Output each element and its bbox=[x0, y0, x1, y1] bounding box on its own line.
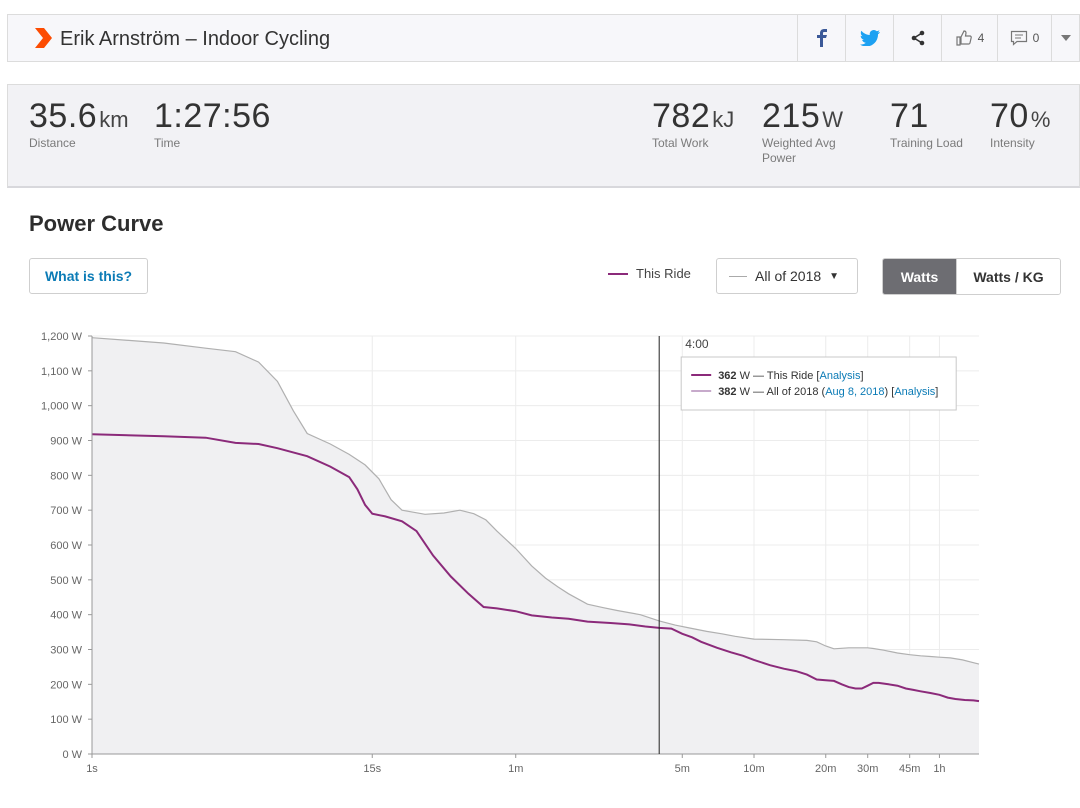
tooltip-bracket: ] bbox=[860, 370, 863, 382]
legend-swatch bbox=[608, 272, 628, 275]
caret-down-icon: ▼ bbox=[829, 270, 840, 282]
tooltip-box bbox=[680, 356, 957, 411]
stat-value: 71 bbox=[890, 97, 929, 135]
y-axis: 0 W 100 W 200 W 300 W 400 W 500 W 600 W 700 W 80… bbox=[41, 331, 93, 761]
comments-button[interactable]: 0 bbox=[997, 15, 1051, 61]
x-tick-label: 1s bbox=[86, 763, 98, 775]
y-tick-label: 800 W bbox=[50, 470, 82, 482]
stat-training-load: 71 Training Load bbox=[890, 97, 963, 151]
activity-stats: 35.6km Distance 1:27:56 Time 782kJ Total… bbox=[7, 84, 1080, 188]
compare-period-value: All of 2018 bbox=[755, 268, 822, 284]
comment-count: 0 bbox=[1032, 31, 1040, 45]
chevron-down-icon bbox=[1060, 35, 1071, 41]
tooltip-row-this-ride: 362 W — This Ride [Analysis] bbox=[718, 370, 863, 382]
x-tick-label: 45m bbox=[899, 763, 920, 775]
legend-this-ride-label: This Ride bbox=[636, 266, 691, 281]
activity-title: Erik Arnström – Indoor Cycling bbox=[60, 28, 331, 50]
x-tick-label: 1m bbox=[508, 763, 523, 775]
stat-total-work: 782kJ Total Work bbox=[652, 97, 734, 151]
tooltip-year-analysis-link[interactable]: Analysis bbox=[894, 386, 935, 398]
stat-unit: W bbox=[822, 107, 843, 132]
stat-weighted-avg-power: 215W Weighted Avg Power bbox=[762, 97, 862, 166]
tooltip-bracket: ] bbox=[935, 386, 938, 398]
stat-value: 35.6 bbox=[29, 97, 98, 135]
stat-value: 215 bbox=[762, 97, 821, 135]
all-of-year-area bbox=[92, 337, 979, 754]
stat-value: 70 bbox=[990, 97, 1029, 135]
stat-label: Training Load bbox=[890, 136, 963, 150]
stat-label: Time bbox=[154, 136, 181, 150]
kudos-count: 4 bbox=[977, 31, 985, 45]
tooltip-year-value: 382 bbox=[718, 386, 736, 398]
power-curve-chart[interactable]: 0 W 100 W 200 W 300 W 400 W 500 W 600 W 700 W 80… bbox=[0, 320, 1000, 780]
y-tick-label: 1,100 W bbox=[41, 366, 83, 378]
comment-icon bbox=[1010, 30, 1027, 46]
stat-unit: % bbox=[1030, 107, 1051, 132]
y-tick-label: 500 W bbox=[50, 575, 82, 587]
legend-swatch bbox=[729, 275, 747, 277]
all-of-year-line bbox=[91, 337, 980, 665]
tooltip-year-text: W — All of 2018 ( bbox=[737, 386, 826, 398]
x-axis: 1s 15s 1m 5m 10m 20m 30m 45m 1h bbox=[86, 753, 979, 775]
units-toggle: Watts Watts / KG bbox=[882, 258, 1061, 295]
tooltip-row-all-year: 382 W — All of 2018 (Aug 8, 2018) [Analy… bbox=[718, 386, 938, 398]
y-tick-label: 200 W bbox=[50, 679, 82, 691]
stat-unit: km bbox=[99, 107, 129, 132]
hover-tooltip: 362 W — This Ride [Analysis] 382 W — All… bbox=[680, 356, 957, 411]
stat-label: Weighted Avg Power bbox=[762, 136, 836, 165]
twitter-icon bbox=[859, 30, 880, 46]
y-tick-label: 0 W bbox=[62, 749, 82, 761]
strava-logo-icon bbox=[35, 28, 52, 48]
share-icon bbox=[911, 30, 924, 46]
tooltip-this-ride-text: W — This Ride [ bbox=[737, 370, 820, 382]
y-tick-label: 400 W bbox=[50, 610, 82, 622]
facebook-share-button[interactable] bbox=[797, 15, 845, 61]
activity-header: Erik Arnström – Indoor Cycling bbox=[7, 14, 1080, 62]
compare-period-select[interactable]: All of 2018 ▼ bbox=[716, 258, 858, 294]
y-tick-label: 300 W bbox=[50, 645, 82, 657]
stat-value: 1:27:56 bbox=[154, 97, 271, 135]
stat-unit: kJ bbox=[712, 107, 735, 132]
y-tick-label: 1,200 W bbox=[41, 331, 83, 343]
this-ride-line bbox=[91, 433, 980, 703]
stat-time: 1:27:56 Time bbox=[154, 97, 273, 151]
tooltip-this-ride-analysis-link[interactable]: Analysis bbox=[819, 370, 860, 382]
x-tick-label: 10m bbox=[743, 763, 764, 775]
y-tick-label: 600 W bbox=[50, 540, 82, 552]
share-button[interactable] bbox=[893, 15, 941, 61]
legend-this-ride: This Ride bbox=[608, 266, 691, 281]
hover-time-label: 4:00 bbox=[685, 337, 709, 351]
power-curve-title: Power Curve bbox=[29, 211, 164, 236]
stat-intensity: 70% Intensity bbox=[990, 97, 1050, 151]
x-tick-label: 15s bbox=[363, 763, 381, 775]
thumbs-up-icon bbox=[956, 30, 972, 46]
toggle-watts[interactable]: Watts bbox=[883, 259, 956, 294]
y-tick-label: 900 W bbox=[50, 436, 82, 448]
y-tick-label: 1,000 W bbox=[41, 401, 83, 413]
stat-label: Distance bbox=[29, 136, 76, 150]
facebook-icon bbox=[816, 29, 827, 47]
tooltip-this-ride-value: 362 bbox=[718, 370, 736, 382]
y-tick-label: 700 W bbox=[50, 505, 82, 517]
stat-value: 782 bbox=[652, 97, 711, 135]
x-tick-label: 5m bbox=[675, 763, 690, 775]
toggle-watts-kg[interactable]: Watts / KG bbox=[956, 259, 1060, 294]
tooltip-year-date-link[interactable]: Aug 8, 2018 bbox=[825, 386, 884, 398]
tooltip-year-mid: ) [ bbox=[885, 386, 895, 398]
x-tick-label: 30m bbox=[857, 763, 878, 775]
y-tick-label: 100 W bbox=[50, 714, 82, 726]
x-tick-label: 1h bbox=[933, 763, 945, 775]
twitter-share-button[interactable] bbox=[845, 15, 893, 61]
x-tick-label: 20m bbox=[815, 763, 836, 775]
stat-label: Intensity bbox=[990, 136, 1035, 150]
kudos-button[interactable]: 4 bbox=[941, 15, 997, 61]
stat-label: Total Work bbox=[652, 136, 709, 150]
what-is-this-button[interactable]: What is this? bbox=[29, 258, 148, 294]
header-actions: 4 0 bbox=[797, 15, 1079, 61]
more-actions-button[interactable] bbox=[1051, 15, 1079, 61]
stat-distance: 35.6km Distance bbox=[29, 97, 129, 151]
